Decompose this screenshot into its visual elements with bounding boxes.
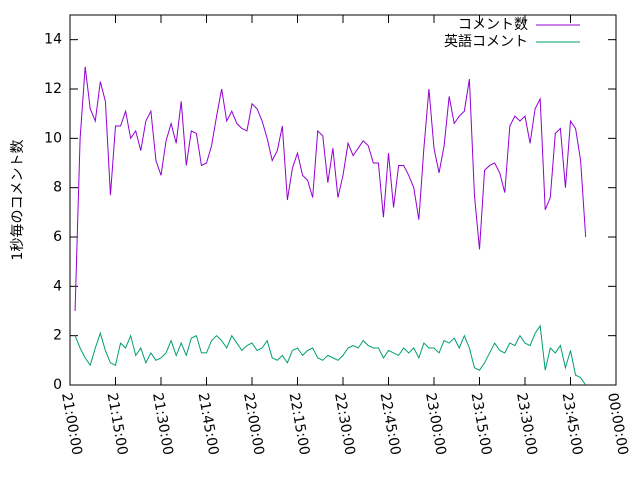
y-tick-label: 12 xyxy=(44,81,62,97)
x-tick-label: 00:00:00 xyxy=(604,392,631,457)
y-axis-label: 1秒毎のコメント数 xyxy=(10,140,26,261)
x-tick-label: 23:45:00 xyxy=(559,392,586,457)
x-tick-label: 23:30:00 xyxy=(513,392,540,457)
series-line xyxy=(74,324,587,386)
legend-label: 英語コメント xyxy=(444,33,528,50)
y-tick-label: 8 xyxy=(53,180,62,196)
x-tick-label: 23:15:00 xyxy=(468,392,495,457)
x-tick-label: 23:00:00 xyxy=(422,392,449,457)
x-tick-label: 21:00:00 xyxy=(58,392,85,457)
x-tick-label: 22:30:00 xyxy=(331,392,358,457)
y-tick-label: 10 xyxy=(44,130,62,146)
x-tick-label: 22:45:00 xyxy=(377,392,404,457)
y-tick-label: 6 xyxy=(53,229,62,245)
x-tick-label: 21:45:00 xyxy=(195,392,222,457)
y-tick-label: 2 xyxy=(53,328,62,344)
y-tick-label: 14 xyxy=(44,32,62,48)
x-tick-label: 21:30:00 xyxy=(149,392,176,457)
x-tick-label: 22:00:00 xyxy=(240,392,267,457)
legend-label: コメント数 xyxy=(458,17,528,33)
plot-border xyxy=(69,14,617,386)
x-tick-label: 21:15:00 xyxy=(104,392,131,457)
y-tick-label: 4 xyxy=(53,278,62,294)
series-line xyxy=(74,66,587,312)
x-tick-label: 22:15:00 xyxy=(286,392,313,457)
y-tick-label: 0 xyxy=(53,377,62,393)
